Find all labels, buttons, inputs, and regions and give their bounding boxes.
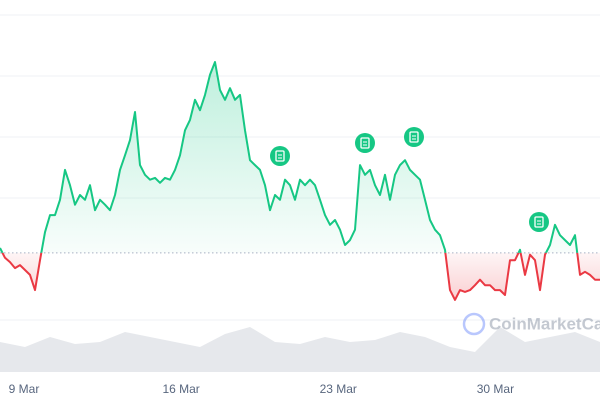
grid	[0, 14, 600, 321]
x-tick-label: 23 Mar	[320, 382, 357, 396]
watermark: CoinMarketCap	[462, 312, 600, 336]
watermark-text: CoinMarketCap	[489, 314, 600, 333]
area-above	[0, 62, 578, 253]
watermark-logo	[462, 312, 486, 336]
news-icon[interactable]	[270, 146, 290, 166]
x-tick-label: 9 Mar	[9, 382, 40, 396]
price-line-below	[1, 252, 600, 301]
volume-area	[0, 327, 600, 372]
price-line-above	[0, 61, 579, 253]
news-icon[interactable]	[529, 212, 549, 232]
plot	[0, 61, 600, 372]
news-icon[interactable]	[355, 133, 375, 153]
news-icon[interactable]	[404, 127, 424, 147]
x-tick-label: 30 Mar	[477, 382, 514, 396]
news-markers	[270, 127, 549, 232]
x-tick-label: 16 Mar	[162, 382, 199, 396]
